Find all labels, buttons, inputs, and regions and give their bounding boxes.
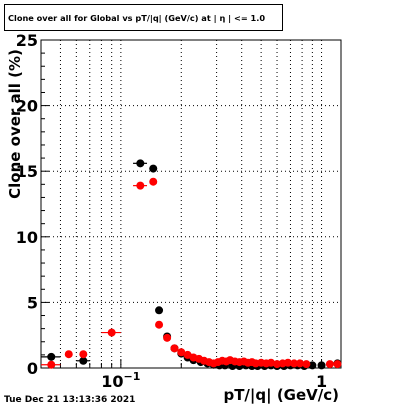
- data-point-red: [136, 181, 145, 190]
- data-point-red: [325, 360, 334, 369]
- data-point-black: [47, 352, 56, 361]
- data-point-red: [295, 359, 304, 368]
- data-point-red: [149, 177, 158, 186]
- data-point-black: [136, 159, 145, 168]
- y-axis-label: Clone over all (%): [6, 49, 24, 199]
- chart-title: Clone over all for Global vs pT/|q| (GeV…: [8, 12, 266, 23]
- y-tick-label: 5: [27, 293, 38, 312]
- data-marks: [41, 159, 342, 371]
- data-point-red: [107, 328, 116, 337]
- plot-frame: [40, 39, 342, 369]
- data-point-red: [170, 344, 179, 353]
- data-point-red: [64, 350, 73, 359]
- data-point-red: [333, 360, 342, 369]
- data-point-black: [149, 164, 158, 173]
- data-point-red: [155, 320, 164, 329]
- data-point-black: [308, 361, 317, 370]
- data-point-black: [155, 306, 164, 315]
- y-tick-label: 15: [16, 162, 38, 181]
- data-point-red: [47, 360, 56, 369]
- data-point-red: [79, 350, 88, 359]
- data-point-black: [317, 361, 326, 370]
- y-tick-label: 0: [27, 359, 38, 378]
- chart-title-box: Clone over all for Global vs pT/|q| (GeV…: [4, 4, 283, 31]
- data-point-red: [267, 358, 276, 367]
- data-point-red: [283, 358, 292, 367]
- x-tick-label: 1: [316, 372, 327, 391]
- axes: 0 5 10 15 20 25 10−1 1: [16, 31, 342, 391]
- x-tick-label: 10−1: [101, 370, 140, 391]
- data-point-red: [302, 360, 311, 369]
- x-axis-label: pT/|q| (GeV/c): [223, 386, 339, 405]
- data-point-black: [79, 356, 88, 365]
- grid-lines: [41, 40, 341, 368]
- data-point-red: [163, 333, 172, 342]
- y-tick-label: 25: [16, 31, 38, 50]
- y-tick-label: 10: [16, 228, 38, 247]
- data-point-red: [290, 359, 299, 368]
- timestamp-label: Tue Dec 21 13:13:36 2021: [4, 395, 136, 405]
- y-tick-label: 20: [16, 97, 38, 116]
- data-point-red: [177, 348, 186, 357]
